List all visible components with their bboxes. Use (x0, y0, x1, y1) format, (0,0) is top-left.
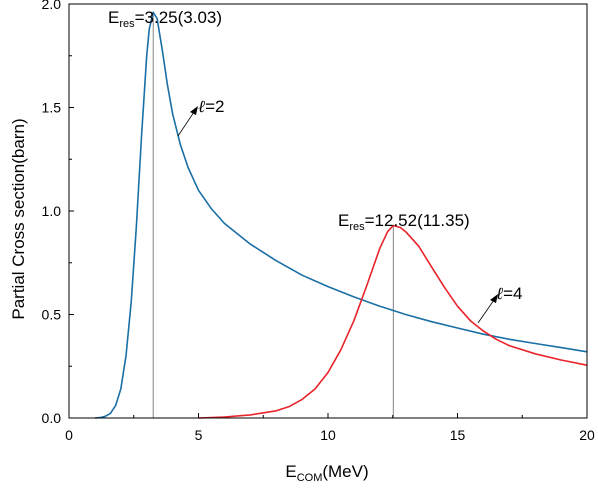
x-tick-label: 10 (320, 427, 336, 443)
l4-arrow-line (477, 299, 495, 324)
l2-arrowhead (190, 106, 198, 115)
x-tick-label: 15 (450, 427, 466, 443)
y-tick-label: 0.0 (42, 410, 62, 426)
y-tick-label: 0.5 (42, 307, 62, 323)
y-tick-label: 1.5 (42, 100, 62, 116)
x-tick-label: 20 (579, 427, 595, 443)
x-axis-title: ECOM(MeV) (285, 462, 368, 484)
x-tick-label: 5 (195, 427, 203, 443)
l4-arrowhead (490, 294, 498, 303)
svg-text:ℓ=2: ℓ=2 (198, 97, 224, 117)
series-line-1 (198, 224, 588, 419)
series-label-l4: ℓ=4 (477, 284, 522, 324)
peak-label-l4: Eres=12.52(11.35) (338, 211, 470, 233)
y-tick-label: 1.0 (42, 203, 62, 219)
y-axis-title: Partial Cross section(barn) (9, 118, 28, 319)
series-line-0 (94, 11, 588, 419)
x-tick-label: 0 (65, 427, 73, 443)
series-label-l2: ℓ=2 (177, 97, 224, 137)
y-tick-label: 2.0 (42, 0, 62, 12)
peak-label-l2: Eres=3.25(3.03) (108, 8, 222, 30)
l2-arrow-line (177, 111, 195, 137)
svg-text:ℓ=4: ℓ=4 (496, 284, 522, 304)
